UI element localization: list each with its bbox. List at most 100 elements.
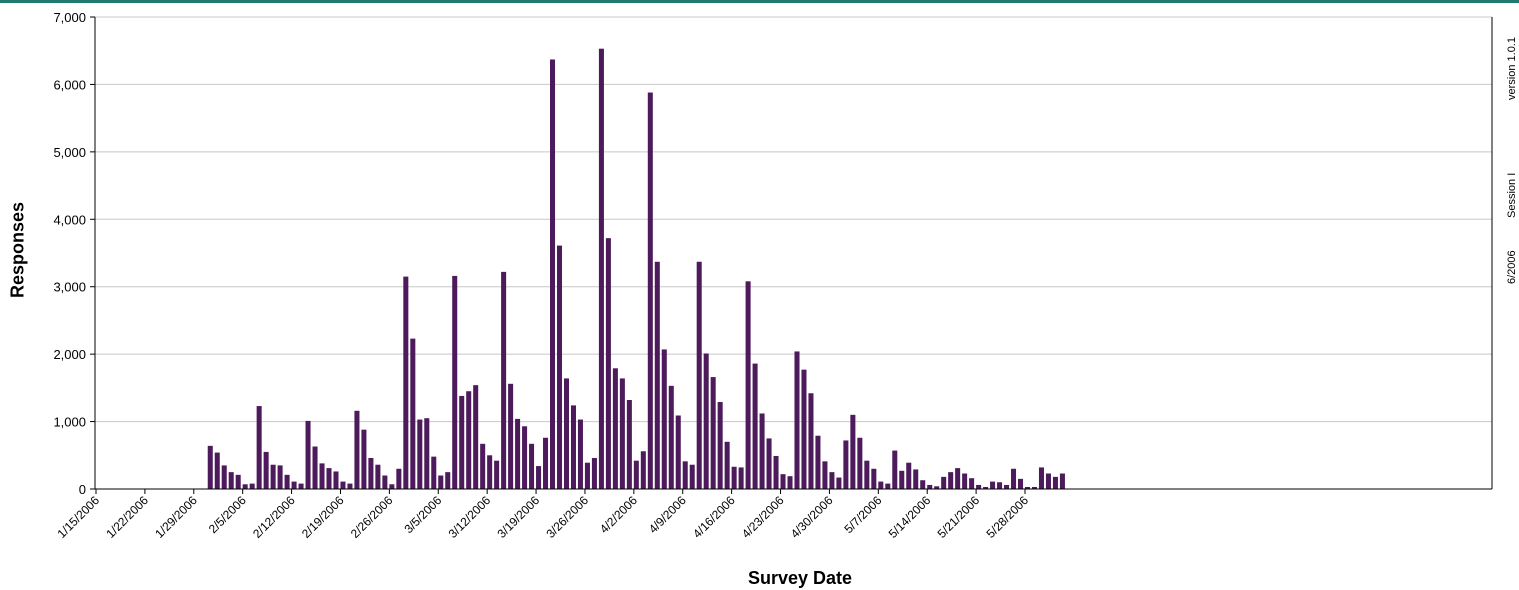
bar <box>647 92 653 490</box>
y-tick-label: 3,000 <box>53 280 86 295</box>
bar <box>976 484 982 489</box>
bar <box>661 349 667 489</box>
bar <box>801 369 807 489</box>
bar <box>682 461 688 489</box>
bar <box>836 477 842 489</box>
bar <box>766 438 772 489</box>
bar <box>270 464 276 489</box>
bar <box>284 474 290 489</box>
x-tick-label: 4/2/2006 <box>597 493 640 536</box>
y-tick-label: 7,000 <box>53 10 86 25</box>
bar <box>480 443 486 489</box>
bar <box>689 464 695 489</box>
bar <box>927 484 933 489</box>
bar <box>808 393 814 489</box>
top-accent-line <box>0 0 1519 3</box>
bar <box>913 469 919 489</box>
bar <box>445 472 451 489</box>
bar <box>543 437 549 489</box>
x-tick-label: 2/12/2006 <box>250 493 298 541</box>
x-tick-label: 1/15/2006 <box>54 493 102 541</box>
x-tick-label: 4/23/2006 <box>739 493 787 541</box>
bar <box>382 475 388 489</box>
bar <box>1038 467 1044 489</box>
bar <box>1045 473 1051 489</box>
bar <box>340 481 346 489</box>
bar <box>228 472 234 489</box>
bar <box>633 460 639 489</box>
x-tick-label: 5/21/2006 <box>935 493 983 541</box>
bar <box>822 461 828 489</box>
x-tick-label: 2/19/2006 <box>299 493 347 541</box>
bar <box>885 483 891 489</box>
bar <box>843 440 849 489</box>
bar <box>640 451 646 489</box>
y-tick-label: 1,000 <box>53 415 86 430</box>
bar <box>333 471 339 489</box>
bar <box>487 455 493 489</box>
version-note: version 1.0.1 <box>1506 37 1518 100</box>
bar <box>207 445 213 489</box>
bar <box>368 457 374 489</box>
bar <box>591 457 597 489</box>
bar <box>494 460 500 489</box>
bar <box>983 486 989 489</box>
bar <box>955 468 961 489</box>
bar <box>354 410 360 489</box>
bar <box>654 261 660 489</box>
bar <box>815 435 821 489</box>
bar <box>738 467 744 489</box>
bar <box>871 468 877 489</box>
bar <box>221 465 227 489</box>
bar <box>934 486 940 489</box>
bar <box>696 261 702 489</box>
bar <box>612 368 618 489</box>
bar <box>529 443 535 489</box>
bar <box>605 238 611 489</box>
bar <box>508 383 514 489</box>
bar <box>249 483 255 489</box>
bar <box>710 377 716 489</box>
bar <box>745 281 751 489</box>
x-tick-label: 2/26/2006 <box>348 493 396 541</box>
bar <box>1004 484 1010 489</box>
bar <box>424 418 430 489</box>
bar <box>906 462 912 489</box>
bar <box>584 462 590 489</box>
bar <box>941 476 947 489</box>
y-tick-label: 0 <box>79 482 86 497</box>
bar <box>326 468 332 489</box>
bar <box>794 351 800 489</box>
bar <box>1052 476 1058 489</box>
x-tick-label: 3/26/2006 <box>543 493 591 541</box>
bar <box>1059 473 1065 489</box>
bar <box>990 481 996 489</box>
bar <box>1031 486 1037 489</box>
bar <box>361 429 367 489</box>
bar <box>948 472 954 489</box>
bar <box>864 460 870 489</box>
session-note: Session I <box>1506 172 1518 218</box>
bar <box>536 466 542 489</box>
y-axis-title: Responses <box>6 150 30 350</box>
bar <box>892 450 898 489</box>
bar <box>466 391 472 489</box>
x-tick-label: 5/14/2006 <box>886 493 934 541</box>
bar <box>417 419 423 489</box>
bar <box>759 413 765 489</box>
bar <box>550 59 556 489</box>
bar <box>997 482 1003 489</box>
bar <box>235 474 241 489</box>
bar <box>850 414 856 489</box>
bar <box>857 437 863 489</box>
bar <box>626 399 632 489</box>
date-note: 6/2006 <box>1506 250 1518 284</box>
bar <box>570 405 576 489</box>
bar <box>501 271 507 489</box>
x-axis-title: Survey Date <box>747 568 853 588</box>
bar <box>452 275 458 489</box>
x-tick-label: 3/5/2006 <box>401 493 444 536</box>
bar <box>431 456 437 489</box>
bar <box>969 478 975 489</box>
